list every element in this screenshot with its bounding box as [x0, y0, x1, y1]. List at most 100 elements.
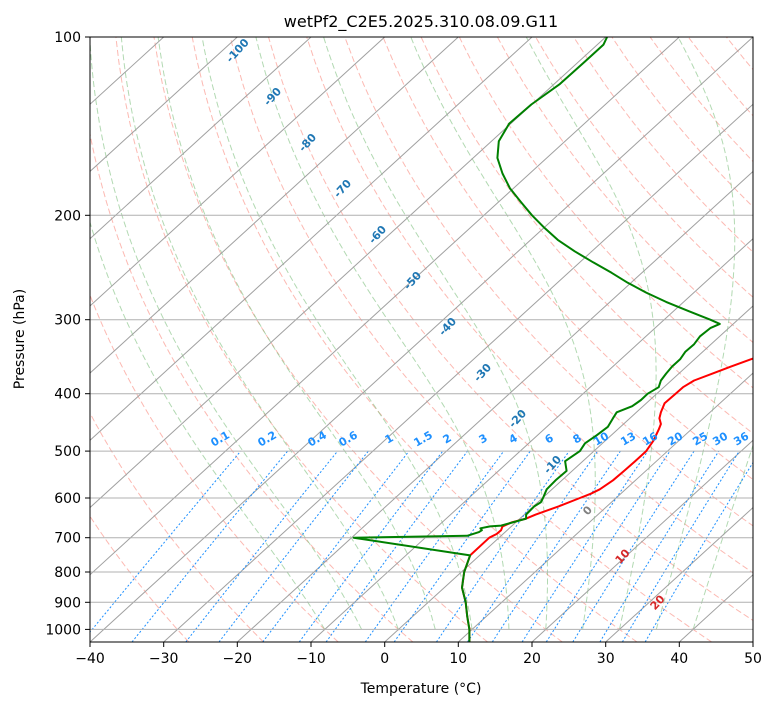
mixing-ratio-label: 13 — [618, 430, 638, 449]
mixing-ratio-line — [572, 450, 695, 642]
mixing-ratio-line — [262, 450, 410, 642]
isotherm-line — [90, 37, 533, 442]
dry-adiabat-line — [687, 37, 753, 117]
isotherm-line — [90, 37, 753, 642]
y-tick-label: 800 — [54, 565, 81, 581]
dry-adiabat-line — [765, 37, 775, 642]
mixing-ratio-line — [644, 461, 753, 642]
isotherm-line — [384, 305, 753, 642]
mixing-ratio-line — [90, 450, 242, 633]
isotherm-line — [90, 37, 386, 307]
mixing-ratio-line — [621, 450, 740, 642]
dry-adiabat-line — [496, 37, 753, 344]
moist-adiabat-line — [157, 37, 436, 630]
isotherm-label: -40 — [436, 315, 459, 339]
dry-adiabat-line — [90, 515, 190, 642]
dewpoint-profile-line — [352, 37, 721, 642]
x-tick-label: 0 — [380, 651, 389, 667]
y-tick-label: 100 — [54, 30, 81, 46]
y-tick-label: 1000 — [45, 622, 81, 638]
mixing-ratio-line — [393, 450, 531, 642]
mixing-ratio-label: 36 — [731, 429, 751, 448]
dry-adiabat-line — [306, 37, 753, 574]
isotherm-label: -100 — [224, 36, 252, 65]
isotherm-line — [531, 439, 753, 642]
dry-adiabat-line — [458, 37, 753, 389]
isotherm-line — [752, 641, 753, 642]
isotherm-label: 0 — [580, 503, 595, 518]
isotherm-label: -60 — [366, 223, 389, 247]
dry-adiabat-line — [90, 412, 264, 642]
x-tick-label: 40 — [670, 651, 688, 667]
temperature-profile-line — [461, 357, 753, 642]
y-tick-label: 500 — [54, 444, 81, 460]
mixing-ratio-label: 6 — [543, 431, 556, 446]
dry-adiabat-line — [115, 37, 488, 642]
mixing-ratio-line — [435, 450, 570, 642]
y-tick-label: 700 — [54, 531, 81, 547]
mixing-ratio-label: 2 — [441, 431, 454, 446]
mixing-ratio-line — [298, 450, 444, 642]
dry-adiabat-line — [229, 37, 712, 642]
pressure-grid — [90, 37, 753, 630]
x-tick-label: −10 — [296, 651, 326, 667]
isotherm-line — [90, 37, 680, 576]
dry-adiabat-line — [573, 37, 753, 253]
dry-adiabat-line — [90, 131, 414, 642]
x-tick-label: 30 — [597, 651, 615, 667]
plot-frame — [89, 36, 754, 643]
isotherm-label: -90 — [261, 85, 284, 109]
mixing-ratio-line — [185, 450, 338, 642]
x-tick-label: 10 — [449, 651, 467, 667]
mixing-ratio-label: 3 — [477, 431, 490, 446]
mixing-ratio-label: 20 — [665, 429, 685, 448]
mixing-ratio-label: 0.4 — [306, 428, 330, 449]
moist-adiabat-line — [525, 37, 657, 630]
mixing-ratio-line — [599, 450, 720, 642]
dry-adiabat-line — [90, 293, 339, 642]
dry-adiabat-line — [191, 37, 638, 642]
x-axis-ticks: −40 −30 −20 −10 0 10 20 30 40 50 — [75, 642, 762, 667]
moist-adiabat-line — [410, 37, 596, 630]
isotherm-line — [90, 37, 312, 240]
mixing-ratio-line — [467, 450, 599, 642]
x-tick-label: 50 — [744, 651, 762, 667]
mixing-ratio-line — [364, 450, 505, 642]
profile-lines — [352, 37, 753, 642]
isotherm-label: -80 — [296, 131, 319, 155]
isotherm-line — [163, 103, 753, 642]
dry-adiabat-line — [649, 37, 753, 163]
x-tick-label: −20 — [223, 651, 253, 667]
mixing-ratio-line — [325, 450, 468, 642]
dry-adiabat-line — [535, 37, 753, 298]
mixing-ratio-label: 30 — [710, 429, 730, 448]
isotherm-line — [236, 170, 753, 642]
y-axis-ticks: 100 200 300 400 500 600 700 800 900 1000 — [45, 30, 90, 638]
isotherm-label: 40 — [718, 684, 738, 704]
mixing-ratio-line — [521, 450, 649, 642]
isotherm-line — [90, 37, 459, 374]
mixing-ratio-label: 0.6 — [337, 428, 361, 449]
mixing-ratio-label: 4 — [507, 431, 520, 446]
mixing-ratio-line — [131, 450, 288, 642]
moist-adiabat-line — [655, 37, 736, 630]
isotherm-label: -30 — [471, 361, 494, 385]
mixing-ratio-label: 0.2 — [256, 428, 279, 449]
isotherm-label: -10 — [541, 453, 564, 477]
moist-adiabat-line — [90, 37, 363, 630]
dry-adiabat-line — [611, 37, 753, 208]
y-tick-label: 200 — [54, 208, 81, 224]
mixing-ratio-label: 1 — [383, 431, 396, 446]
y-tick-label: 400 — [54, 387, 81, 403]
x-tick-label: −30 — [149, 651, 179, 667]
dry-adiabat-line — [268, 37, 753, 622]
moist-adiabat-line — [255, 37, 510, 630]
isotherm-line — [90, 37, 607, 509]
moist-adiabat-line — [120, 37, 399, 630]
mixing-ratio-labels: 0.1 0.2 0.4 0.6 1 1.5 2 3 4 6 8 10 13 16 20 25 30 36 — [209, 428, 752, 449]
isotherm-line — [90, 37, 238, 173]
isotherm-line — [605, 506, 753, 642]
isotherm-line — [457, 372, 753, 642]
background-lines — [90, 37, 775, 642]
y-tick-label: 600 — [54, 491, 81, 507]
